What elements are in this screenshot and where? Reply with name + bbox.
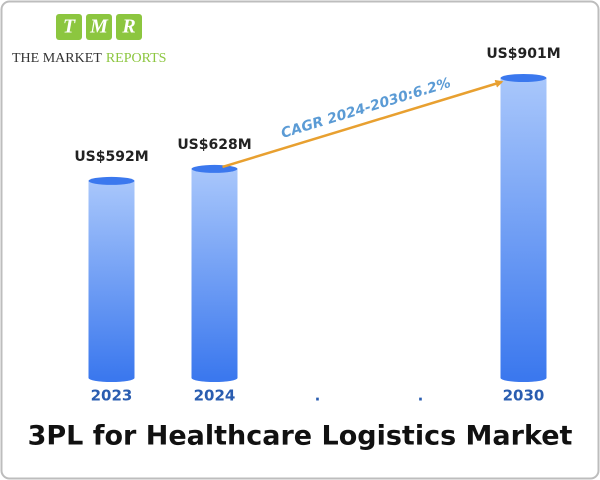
logo-name-green: REPORTS (106, 51, 167, 66)
logo-letter: T (63, 16, 76, 38)
bar-cap (88, 176, 135, 185)
logo-name-dark: THE MARKET (12, 51, 102, 66)
value-label: US$592M (74, 149, 148, 165)
bar (88, 180, 135, 378)
bar (500, 78, 547, 378)
x-tick-label: . (418, 387, 424, 405)
logo-box (86, 14, 112, 40)
x-tick-label: . (315, 387, 321, 405)
bar (191, 168, 238, 378)
chart-title: 3PL for Healthcare Logistics Market (28, 421, 573, 452)
value-label: US$901M (486, 46, 560, 62)
x-tick-label: 2023 (91, 387, 133, 405)
logo-name: THE MARKET REPORTS (12, 51, 166, 66)
logo-box (116, 14, 142, 40)
x-tick-label: 2024 (194, 387, 236, 405)
bar-cap (500, 74, 547, 82)
bar-cap (191, 164, 238, 173)
logo-letter: R (121, 16, 135, 38)
cagr-arrow (222, 79, 504, 169)
value-label: US$628M (177, 137, 251, 153)
logo-letter: M (89, 16, 109, 38)
x-tick-label: 2030 (503, 387, 545, 405)
logo: T M R THE MARKET REPORTS (12, 14, 166, 66)
logo-box (56, 14, 82, 40)
